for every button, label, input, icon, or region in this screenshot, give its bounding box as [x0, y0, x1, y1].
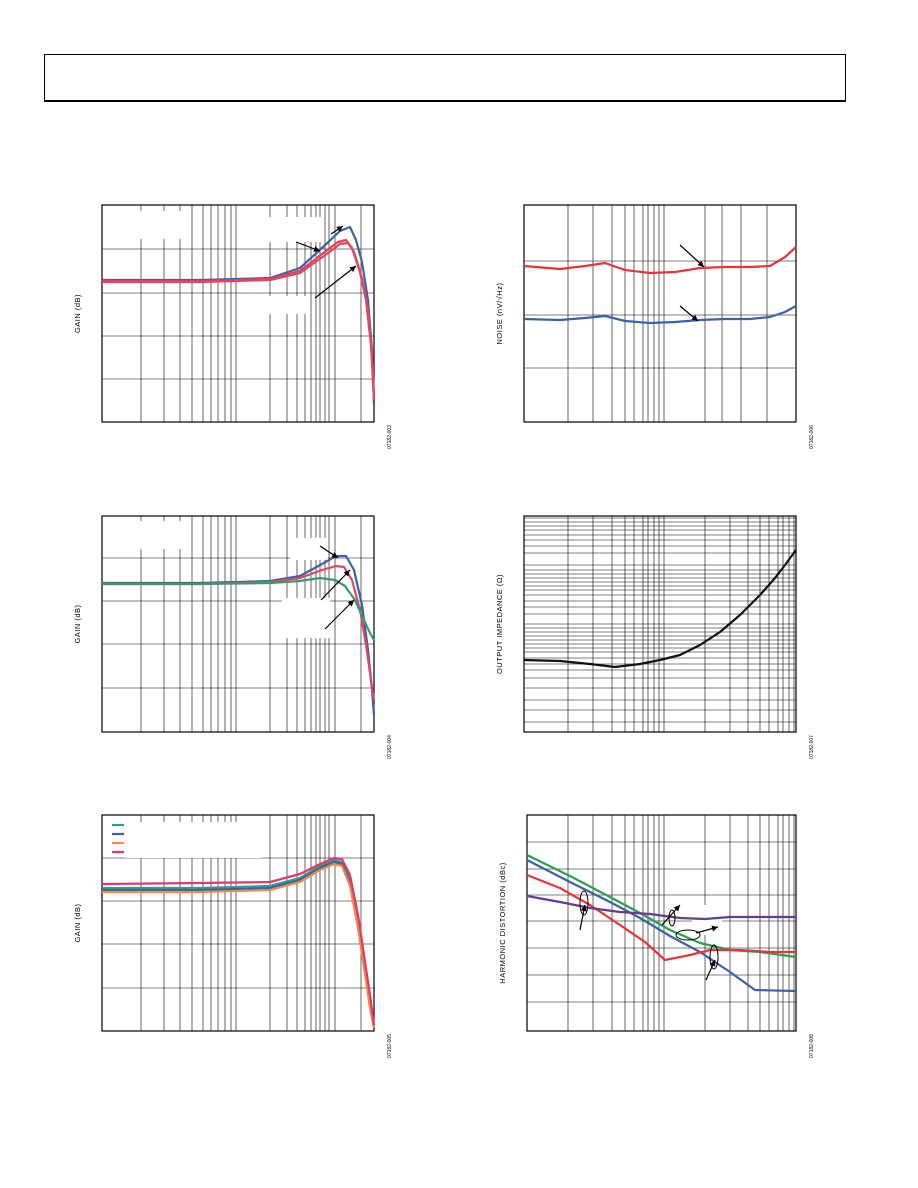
chart-c3: GAIN (dB) 07182-004	[73, 515, 393, 759]
y-axis-label: OUTPUT IMPEDANCE (Ω)	[495, 574, 504, 674]
chart-c4: OUTPUT IMPEDANCE (Ω) 07182-007	[495, 515, 815, 759]
page-header	[44, 54, 846, 102]
figure-id: 07182-006	[809, 425, 815, 449]
series-line-1	[523, 549, 797, 669]
series-line-2	[526, 859, 797, 993]
plot-frame	[101, 204, 375, 423]
annotation-box	[128, 211, 186, 239]
annotation-box	[128, 521, 186, 549]
annotation-arrowhead	[336, 226, 343, 232]
series-line-2	[102, 564, 376, 701]
annotation-box	[666, 236, 694, 258]
chart-c2: NOISE (nV/√Hz) 07182-006	[495, 204, 815, 449]
chart-c5: GAIN (dB) 07182-005	[73, 814, 393, 1058]
plot-frame	[523, 515, 797, 733]
annotation-arrow	[324, 599, 355, 630]
annotation-arrowhead	[347, 600, 354, 607]
annotation-ellipse	[675, 929, 701, 941]
figure-id: 07182-004	[387, 735, 393, 759]
figure-id: 07182-008	[809, 1034, 815, 1058]
y-axis-label: HARMONIC DISTORTION (dBc)	[498, 862, 507, 983]
annotation-ellipse	[709, 944, 719, 970]
annotation-arrow	[314, 265, 357, 299]
annotation-ellipse	[579, 890, 589, 916]
annotation-arrow	[320, 569, 351, 601]
chart-c1: GAIN (dB) 07182-003	[73, 204, 393, 449]
annotation-arrowhead	[313, 246, 320, 252]
annotation-arrowhead	[711, 925, 718, 932]
figure-id: 07182-007	[809, 735, 815, 759]
plot-frame	[101, 814, 375, 1032]
series-line-2	[523, 305, 797, 325]
chart-c6: HARMONIC DISTORTION (dBc) 07182-008	[498, 814, 815, 1058]
figure-id: 07182-003	[387, 425, 393, 449]
annotation-ellipse	[668, 909, 676, 927]
y-axis-label: GAIN (dB)	[73, 604, 82, 643]
plot-frame	[523, 204, 797, 423]
y-axis-label: GAIN (dB)	[73, 903, 82, 942]
series-line-2	[102, 238, 376, 401]
y-axis-label: GAIN (dB)	[73, 294, 82, 333]
plot-frame	[526, 814, 797, 1032]
y-axis-label: NOISE (nV/√Hz)	[495, 283, 504, 345]
annotation-box	[250, 217, 322, 242]
series-line-1	[523, 246, 797, 275]
series-line-3	[102, 576, 375, 641]
series-line-1	[526, 854, 797, 959]
annotation-box	[290, 538, 328, 560]
series-line-3	[102, 241, 376, 399]
annotation-arrowhead	[343, 570, 350, 577]
annotation-arrowhead	[349, 266, 356, 273]
series-line-3	[102, 862, 376, 1029]
annotation-box	[268, 296, 310, 314]
annotation-arrowhead	[709, 960, 716, 967]
annotation-arrowhead	[580, 905, 587, 912]
annotation-box	[126, 822, 262, 858]
series-line-4	[101, 856, 376, 1026]
annotation-arrowhead	[673, 905, 680, 912]
annotation-box	[666, 296, 694, 310]
annotation-arrowhead	[697, 260, 704, 267]
annotation-box	[282, 598, 330, 638]
annotation-arrowhead	[331, 552, 338, 558]
series-line-4	[526, 894, 796, 921]
plot-frame	[101, 515, 375, 733]
series-line-1	[102, 225, 376, 406]
annotation-arrowhead	[691, 314, 698, 321]
figure-id: 07182-005	[387, 1034, 393, 1058]
